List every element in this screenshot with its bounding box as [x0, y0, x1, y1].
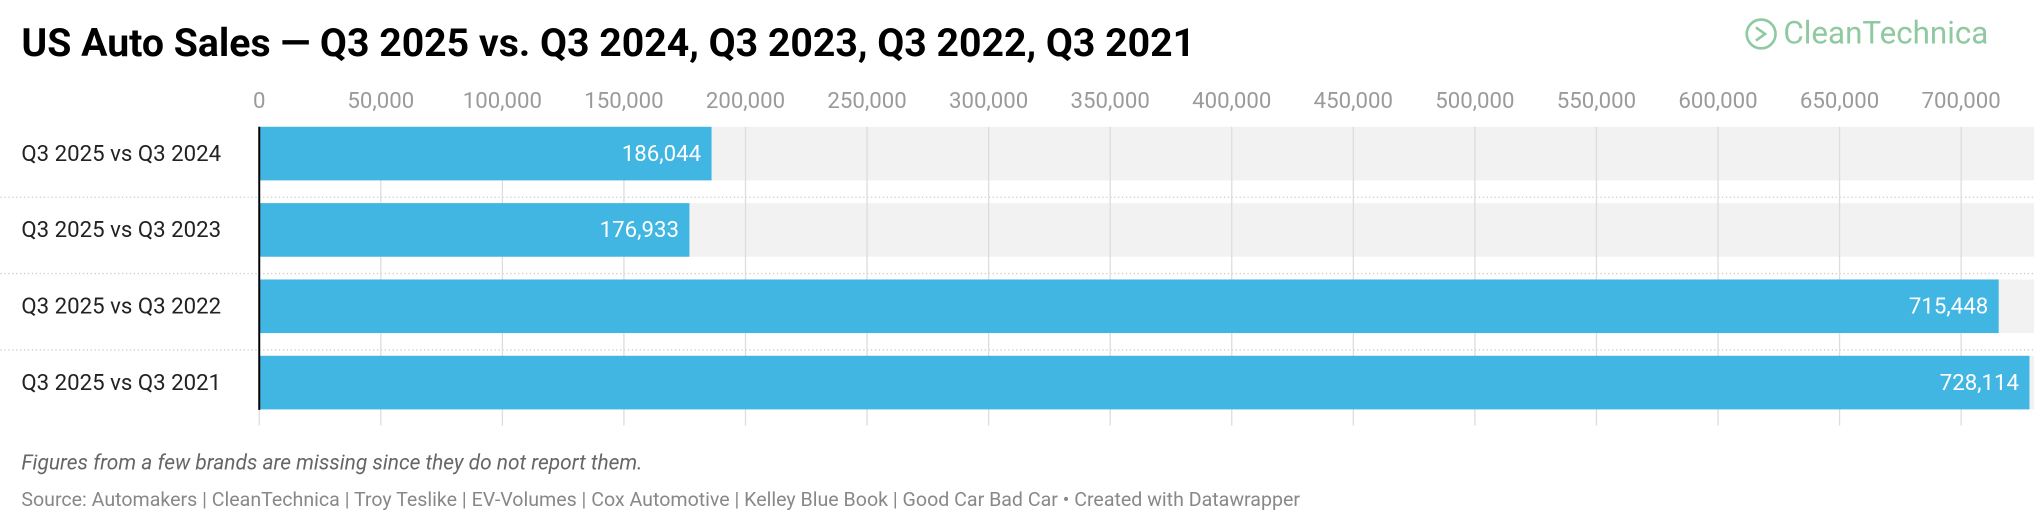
bar	[259, 126, 712, 181]
x-tick-label: 500,000	[1435, 88, 1514, 114]
value-label: 176,933	[600, 217, 679, 243]
bar	[259, 279, 1999, 334]
bar	[259, 203, 690, 257]
x-tick-label: 200,000	[706, 88, 785, 114]
y-tick-label: Q3 2025 vs Q3 2021	[21, 370, 221, 396]
y-tick-label: Q3 2025 vs Q3 2024	[21, 141, 221, 167]
value-label: 186,044	[622, 141, 701, 167]
x-tick-label: 700,000	[1921, 88, 2000, 114]
value-label: 715,448	[1909, 293, 1988, 319]
x-tick-label: 450,000	[1314, 88, 1393, 114]
x-tick-label: 150,000	[584, 88, 663, 114]
x-tick-label: 350,000	[1071, 88, 1150, 114]
x-tick-label: 50,000	[347, 88, 414, 114]
chart-title: US Auto Sales — Q3 2025 vs. Q3 2024, Q3 …	[21, 20, 1195, 66]
x-tick-label: 100,000	[463, 88, 542, 114]
logo-text: CleanTechnica	[1783, 15, 1988, 52]
x-tick-label: 550,000	[1557, 88, 1636, 114]
plot: 0 50,000 100,000 150,000 200,000 250,000 300,0…	[0, 88, 2035, 426]
logo-icon-mark	[1755, 26, 1768, 42]
x-tick-label: 0	[253, 88, 266, 114]
x-tick-label: 300,000	[949, 88, 1028, 114]
x-tick-label: 250,000	[827, 88, 906, 114]
x-tick-label: 400,000	[1192, 88, 1271, 114]
y-tick-label: Q3 2025 vs Q3 2022	[21, 293, 221, 319]
logo: CleanTechnica	[1745, 15, 1988, 52]
x-tick-label: 600,000	[1678, 88, 1757, 114]
value-label: 728,114	[1940, 370, 2019, 396]
logo-icon	[1745, 18, 1777, 50]
footnote: Figures from a few brands are missing si…	[21, 452, 642, 476]
y-tick-label: Q3 2025 vs Q3 2023	[21, 217, 221, 243]
x-tick-label: 650,000	[1800, 88, 1879, 114]
source: Source: Automakers | CleanTechnica | Tro…	[21, 488, 1300, 511]
bar	[259, 355, 2030, 410]
